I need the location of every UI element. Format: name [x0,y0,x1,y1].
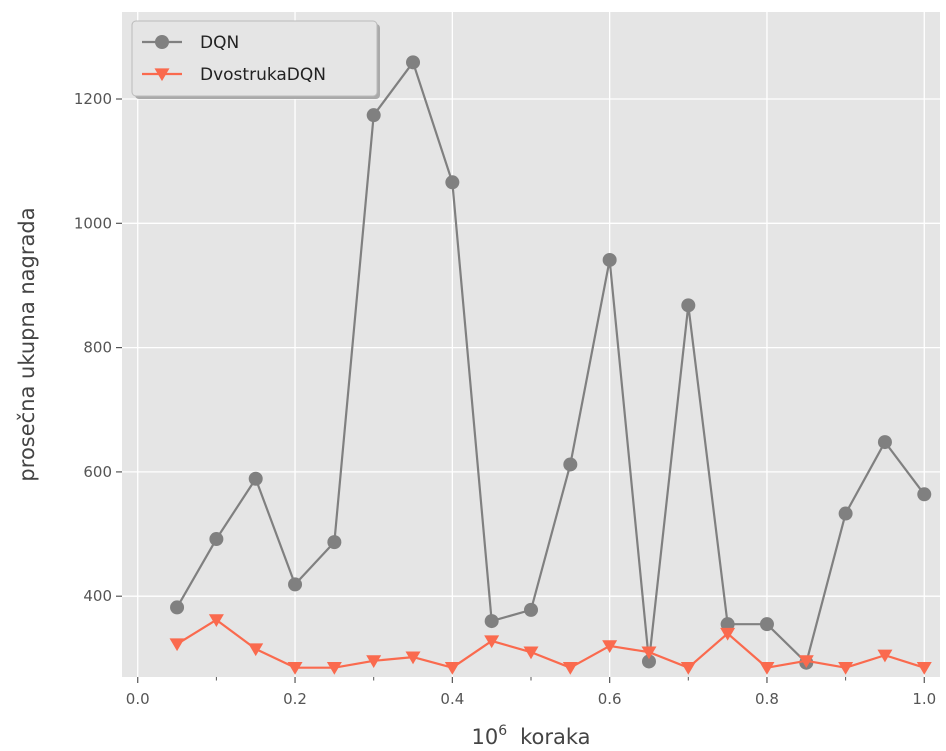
legend-box [131,20,378,97]
ticks: 0.0 0.2 0.4 0.6 0.8 1.0 400 600 800 1000 1200 [74,90,936,708]
data-point-dvostrukadqn [169,638,185,652]
y-tick-label: 1200 [74,90,112,108]
legend-label-dvostrukadqn: DvostrukaDQN [200,65,326,85]
data-point-dvostrukadqn [248,643,264,657]
data-point-dvostrukadqn [641,646,657,660]
data-point-dqn [602,252,617,267]
data-point-dvostrukadqn [366,655,382,668]
data-point-dqn [641,654,656,669]
data-point-dqn [524,602,538,617]
y-axis-label: prosečna ukupna nagrada [15,207,39,481]
x-tick-label: 1.0 [912,690,936,708]
legend: DQN DvostrukaDQN [131,20,380,99]
data-point-dqn [288,577,303,592]
x-tick-label: 0.4 [440,690,464,708]
data-point-dvostrukadqn [287,662,303,675]
data-point-dqn [563,457,578,472]
data-point-dvostrukadqn [484,635,500,649]
grid [122,12,940,677]
data-point-dqn [248,471,263,486]
series-line-dvostrukadqn [176,618,925,669]
data-point-dqn [445,175,460,190]
data-point-dqn [759,617,774,632]
data-point-dqn [484,614,499,629]
x-axis-label-base: 10 [471,725,498,749]
legend-label-dqn: DQN [200,33,239,53]
x-tick-label: 0.6 [598,690,622,708]
data-point-dvostrukadqn [838,662,854,675]
data-point-dqn [209,532,224,547]
data-point-dvostrukadqn [405,651,421,665]
x-tick-label: 0.0 [126,690,150,708]
data-point-dqn [877,435,892,450]
data-point-dqn [327,535,342,550]
data-point-dvostrukadqn [916,662,932,675]
y-tick-label: 800 [83,339,112,357]
data-point-dvostrukadqn [798,655,814,668]
data-point-dvostrukadqn [523,646,539,660]
data-point-dvostrukadqn [326,662,342,675]
data-point-dqn [917,487,932,502]
data-point-dvostrukadqn [562,662,578,675]
x-axis-label-exponent: 6 [498,723,507,739]
data-point-dvostrukadqn [602,640,618,654]
x-axis-label: 106 koraka [471,723,590,749]
x-axis-label-unit: koraka [520,725,590,749]
data-point-dvostrukadqn [720,627,736,641]
data-point-dqn [838,506,853,521]
y-tick-label: 400 [83,587,112,605]
y-tick-label: 600 [83,463,112,481]
plot-background [122,12,940,677]
legend-marker-dvostrukadqn [154,68,170,82]
data-point-dvostrukadqn [208,614,224,627]
x-tick-label: 0.8 [755,690,779,708]
data-point-dqn [720,617,735,632]
y-tick-label: 1000 [74,214,112,232]
data-point-dvostrukadqn [877,649,893,663]
data-point-dqn [681,298,696,313]
data-point-dqn [406,55,421,70]
series-layer [169,55,932,675]
legend-marker-dqn [155,35,169,49]
data-point-dqn [170,600,185,615]
x-tick-label: 0.2 [283,690,307,708]
data-point-dvostrukadqn [444,662,460,675]
data-point-dvostrukadqn [759,662,775,675]
data-point-dvostrukadqn [680,662,696,675]
data-point-dqn [366,108,381,123]
